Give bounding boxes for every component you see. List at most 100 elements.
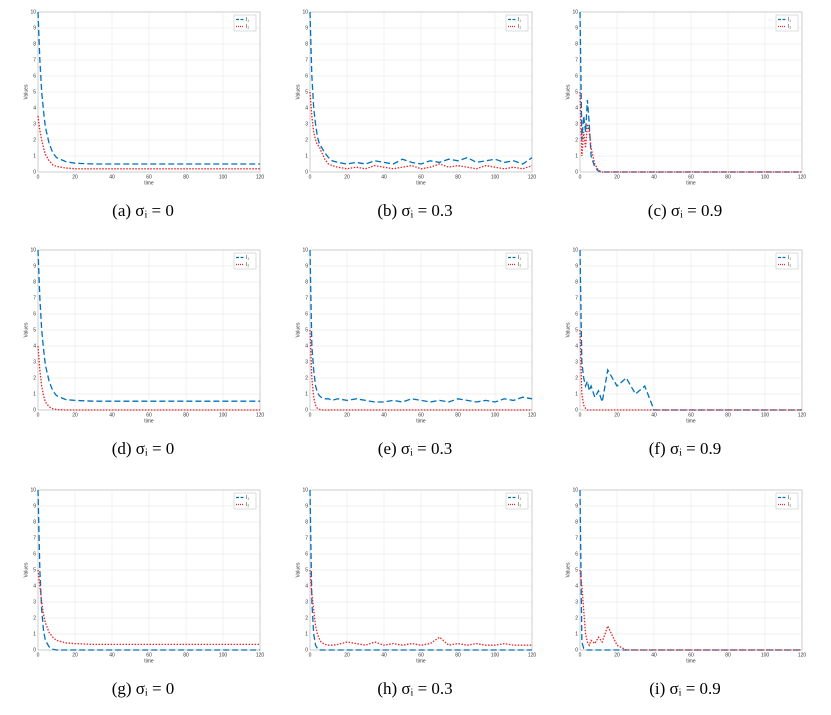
y-axis-label: Values [23,322,29,337]
y-tick-label: 10 [302,487,308,493]
legend-box [775,14,799,32]
x-tick-label: 100 [219,174,228,180]
y-tick-label: 2 [33,615,36,621]
x-tick-label: 100 [761,412,770,418]
y-tick-label: 5 [33,327,36,333]
y-tick-label: 8 [33,279,36,285]
y-tick-label: 2 [575,615,578,621]
y-tick-label: 1 [305,153,308,159]
y-tick-label: 6 [33,551,36,557]
x-tick-label: 100 [491,412,500,418]
legend-label: I₂ [788,502,791,508]
x-axis-label: time [686,418,696,424]
y-tick-label: 1 [305,391,308,397]
y-tick-label: 9 [305,503,308,509]
y-tick-label: 2 [33,375,36,381]
y-tick-label: 3 [305,359,308,365]
x-tick-label: 80 [183,412,189,418]
x-tick-label: 100 [491,652,500,658]
series-line [37,569,260,646]
series-line [579,569,802,651]
y-tick-label: 5 [575,327,578,333]
x-tick-label: 40 [109,412,115,418]
y-tick-label: 2 [575,375,578,381]
x-tick-label: 60 [146,174,152,180]
y-tick-label: 6 [575,311,578,317]
y-tick-label: 10 [302,247,308,253]
x-tick-label: 80 [455,652,461,658]
x-tick-label: 120 [798,412,807,418]
x-tick-label: 100 [761,652,770,658]
x-tick-label: 120 [256,174,265,180]
y-tick-label: 0 [305,169,308,175]
y-tick-label: 7 [305,535,308,541]
y-tick-label: 4 [575,583,578,589]
x-tick-label: 20 [614,652,620,658]
series-line [309,11,533,165]
x-tick-label: 80 [183,652,189,658]
y-tick-label: 2 [305,137,308,143]
x-tick-label: 100 [761,174,770,180]
legend-label: I₂ [246,24,249,30]
y-tick-label: 9 [575,503,578,509]
y-tick-label: 9 [575,263,578,269]
y-axis-label: Values [565,322,571,337]
legend-label: I₁ [518,495,521,501]
x-tick-label: 0 [579,174,582,180]
y-tick-label: 0 [305,647,308,653]
x-tick-label: 0 [309,174,312,180]
y-tick-label: 4 [575,105,578,111]
x-tick-label: 40 [109,174,115,180]
series-line [579,11,802,173]
x-tick-label: 20 [72,652,78,658]
y-tick-label: 9 [33,503,36,509]
y-tick-label: 7 [575,535,578,541]
x-tick-label: 60 [418,652,424,658]
series-line [579,249,802,411]
x-tick-label: 20 [72,412,78,418]
y-tick-label: 9 [33,25,36,31]
y-tick-label: 7 [575,295,578,301]
y-tick-label: 3 [575,359,578,365]
y-tick-label: 5 [575,567,578,573]
y-tick-label: 1 [575,153,578,159]
x-tick-label: 20 [344,174,350,180]
x-tick-label: 40 [381,652,387,658]
y-tick-label: 8 [305,279,308,285]
series-line [579,91,802,173]
x-tick-label: 60 [146,412,152,418]
x-tick-label: 100 [219,412,228,418]
x-tick-label: 80 [725,412,731,418]
x-tick-label: 80 [725,174,731,180]
x-axis-label: time [686,658,696,664]
y-tick-label: 1 [33,153,36,159]
legend-label: I₁ [518,17,521,23]
y-tick-label: 6 [575,551,578,557]
y-tick-label: 0 [305,407,308,413]
y-tick-label: 2 [575,137,578,143]
x-tick-label: 40 [651,652,657,658]
legend-label: I₂ [788,24,791,30]
y-tick-label: 10 [30,9,36,15]
y-axis-label: Values [565,562,571,577]
y-tick-label: 8 [575,41,578,47]
x-tick-label: 0 [37,174,40,180]
y-tick-label: 4 [305,105,308,111]
y-tick-label: 4 [305,343,308,349]
y-tick-label: 9 [33,263,36,269]
x-tick-label: 80 [183,174,189,180]
y-tick-label: 0 [575,169,578,175]
x-tick-label: 60 [146,652,152,658]
y-axis-label: Values [23,562,29,577]
y-tick-label: 5 [575,89,578,95]
x-tick-label: 120 [256,652,265,658]
y-tick-label: 6 [575,73,578,79]
y-axis-label: Values [565,84,571,99]
x-tick-label: 80 [725,652,731,658]
legend-label: I₁ [788,495,791,501]
legend-box [775,492,799,510]
y-tick-label: 9 [305,263,308,269]
legend-label: I₂ [246,262,249,268]
y-tick-label: 6 [305,73,308,79]
y-tick-label: 7 [575,57,578,63]
